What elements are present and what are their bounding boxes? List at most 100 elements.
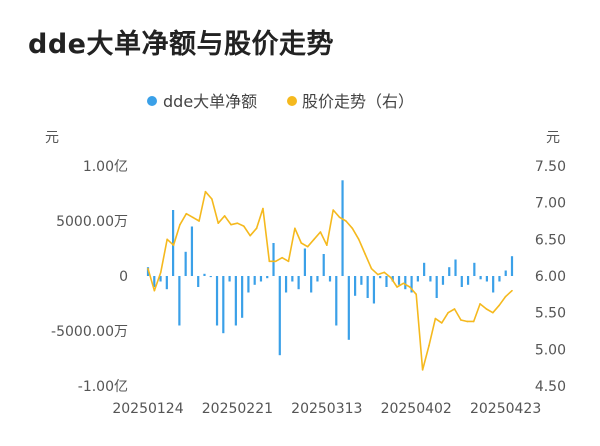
line-point — [294, 227, 296, 230]
x-axis-ticks: 20250124 20250221 20250313 20250402 20250423 — [112, 401, 541, 417]
bar — [222, 276, 225, 334]
line-point — [326, 244, 328, 246]
bar — [291, 276, 294, 282]
bar — [479, 276, 482, 280]
line-point — [230, 223, 232, 226]
line-point — [345, 220, 347, 222]
bar — [266, 276, 269, 279]
line-point — [300, 242, 303, 244]
bar — [454, 259, 457, 276]
line-point — [370, 267, 373, 270]
line-point — [319, 231, 322, 233]
line-point — [147, 267, 149, 270]
line-point — [428, 344, 430, 347]
bar — [429, 276, 432, 282]
line-point — [440, 322, 443, 324]
bar — [492, 276, 495, 293]
bar — [316, 276, 319, 282]
bar — [441, 276, 445, 285]
bar — [360, 276, 363, 285]
line-point — [166, 238, 168, 241]
bar — [241, 276, 244, 318]
bar — [234, 276, 237, 326]
bar — [284, 276, 288, 293]
legend-line-marker — [287, 96, 297, 106]
line-point — [389, 276, 392, 279]
bar — [165, 276, 168, 290]
left-tick-label: 1.00亿 — [83, 159, 128, 175]
line-point — [332, 209, 334, 211]
bar — [385, 276, 388, 287]
right-tick-label: 6.50 — [535, 232, 566, 248]
line-point — [255, 227, 258, 230]
bar — [190, 226, 194, 276]
line-point — [223, 215, 226, 217]
line-point — [351, 227, 354, 230]
line-point — [204, 190, 207, 193]
bar — [328, 276, 332, 282]
line-point — [504, 295, 507, 298]
left-tick-label: 5000.00万 — [56, 214, 128, 230]
line-point — [421, 369, 424, 371]
line-point — [198, 220, 200, 222]
line-point — [409, 286, 411, 288]
line-point — [377, 273, 379, 276]
bar — [153, 276, 156, 287]
line-point — [249, 234, 251, 237]
right-tick-label: 5.00 — [535, 342, 566, 358]
bar — [466, 276, 470, 285]
x-tick-label: 20250423 — [470, 401, 541, 417]
bar — [404, 276, 407, 290]
line-point — [159, 271, 162, 274]
bar — [423, 262, 426, 276]
right-tick-label: 6.00 — [535, 269, 566, 285]
bar — [391, 276, 394, 282]
bar — [310, 276, 313, 293]
bar — [303, 248, 306, 276]
line-point — [338, 216, 341, 219]
line-point — [511, 289, 513, 292]
line-point — [402, 282, 405, 285]
price-line — [147, 190, 513, 371]
bar — [322, 254, 325, 276]
bar — [209, 276, 212, 278]
line-point — [466, 320, 469, 323]
legend-line-label: 股价走势（右） — [302, 92, 414, 111]
line-point — [262, 207, 264, 210]
bar — [215, 276, 219, 326]
right-tick-label: 7.00 — [535, 196, 566, 212]
legend: dde大单净额 股价走势（右） — [147, 92, 414, 111]
line-point — [357, 238, 360, 241]
right-axis-unit: 元 — [546, 130, 560, 146]
line-point — [191, 216, 194, 219]
bar — [448, 267, 451, 276]
line-point — [242, 225, 245, 227]
bar — [397, 276, 401, 285]
line-point — [485, 308, 488, 310]
bar — [203, 273, 206, 276]
bar — [473, 262, 476, 276]
right-tick-label: 4.50 — [535, 379, 566, 395]
line-point — [306, 245, 309, 248]
right-tick-label: 7.50 — [535, 159, 566, 175]
x-tick-label: 20250402 — [381, 401, 452, 417]
bar — [410, 276, 413, 293]
bar — [253, 276, 256, 285]
line-point — [492, 311, 494, 314]
line-point — [364, 253, 366, 255]
line-point — [313, 238, 315, 241]
bar — [510, 256, 514, 276]
bar — [184, 251, 187, 276]
bar — [172, 210, 175, 276]
right-axis-ticks: 7.50 7.00 6.50 6.00 5.50 5.00 4.50 — [535, 159, 566, 395]
line-point — [185, 212, 188, 215]
bar — [416, 276, 419, 282]
right-tick-label: 5.50 — [535, 306, 566, 322]
left-tick-label: 0 — [119, 269, 128, 285]
bar — [335, 276, 338, 326]
line-point — [153, 289, 156, 292]
line-point — [479, 303, 481, 305]
chart-title: dde大单净额与股价走势 — [28, 29, 334, 60]
bar — [228, 276, 231, 282]
bar — [372, 276, 376, 304]
